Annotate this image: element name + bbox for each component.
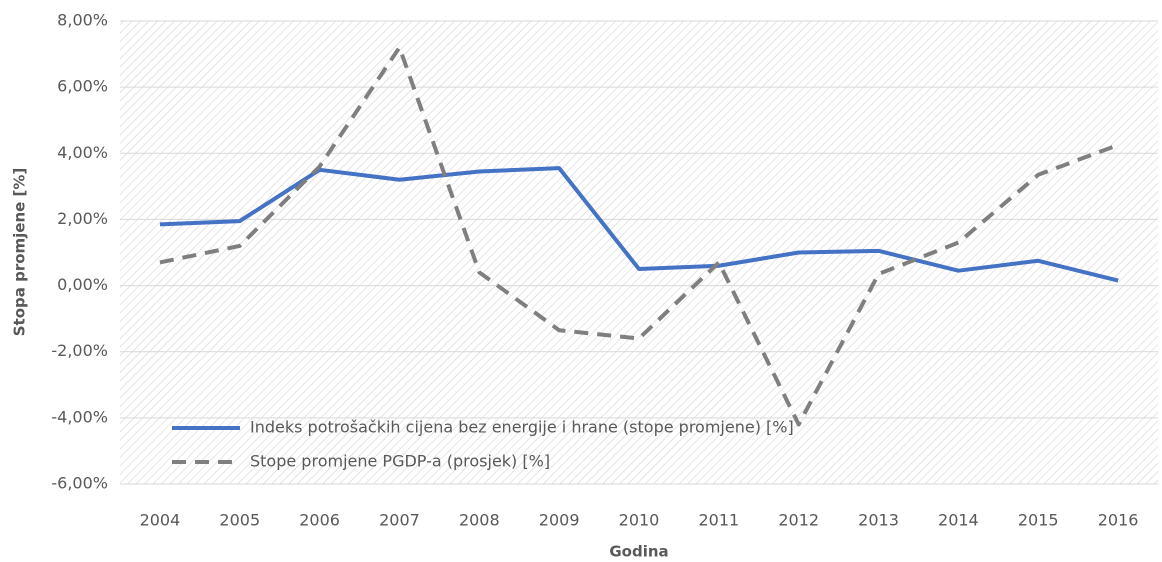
series-line: [159, 166, 1119, 283]
y-tick-label: 6,00%: [57, 77, 108, 96]
x-tick-label: 2014: [938, 511, 979, 530]
x-tick-label: 2005: [219, 511, 260, 530]
y-tick-label: -2,00%: [51, 341, 108, 360]
y-tick-label: -6,00%: [51, 474, 108, 493]
x-tick-label: 2011: [698, 511, 739, 530]
y-tick-label: 8,00%: [57, 11, 108, 30]
y-axis-label: Stopa promjene [%]: [11, 168, 29, 337]
x-tick-label: 2006: [299, 511, 340, 530]
x-axis-label: Godina: [609, 543, 668, 561]
x-tick-label: 2007: [379, 511, 420, 530]
x-tick-label: 2015: [1018, 511, 1059, 530]
x-tick-label: 2004: [140, 511, 181, 530]
x-tick-label: 2009: [539, 511, 580, 530]
legend-label: Stope promjene PGDP-a (prosjek) [%]: [250, 452, 550, 471]
legend-label: Indeks potrošačkih cijena bez energije i…: [250, 418, 794, 437]
y-tick-label: -4,00%: [51, 407, 108, 426]
x-tick-label: 2012: [778, 511, 819, 530]
series-line: [159, 45, 1119, 427]
y-tick-label: 4,00%: [57, 143, 108, 162]
y-tick-label: 2,00%: [57, 209, 108, 228]
y-tick-label: 0,00%: [57, 275, 108, 294]
x-tick-label: 2013: [858, 511, 899, 530]
plot-area: [120, 21, 1158, 484]
x-tick-label: 2016: [1098, 511, 1139, 530]
x-tick-label: 2008: [459, 511, 500, 530]
x-tick-label: 2010: [619, 511, 660, 530]
